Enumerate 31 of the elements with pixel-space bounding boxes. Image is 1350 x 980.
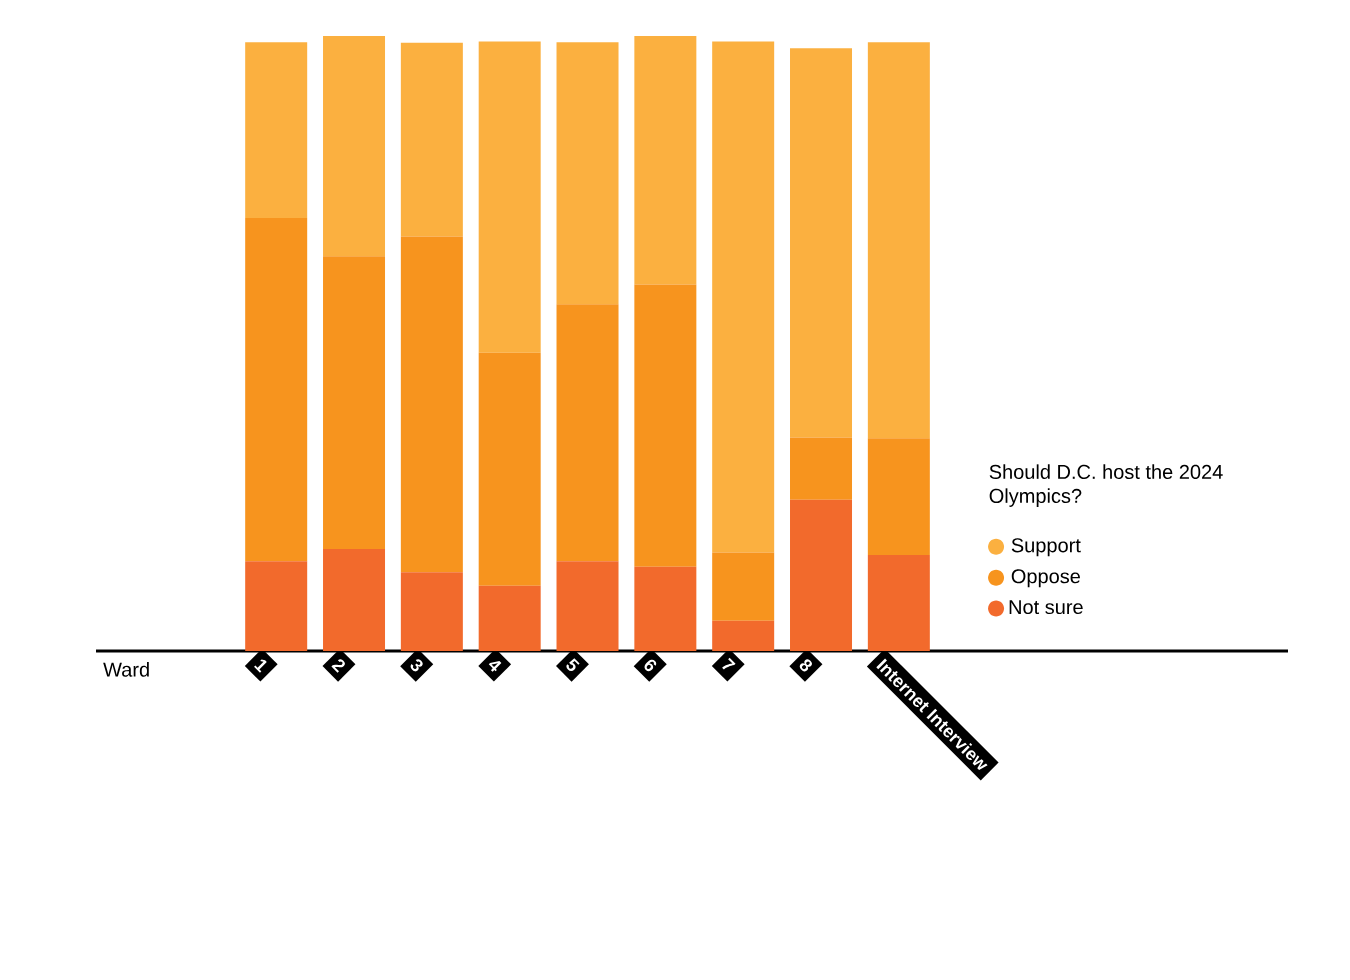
bar [634, 284, 697, 567]
x-tick-label: 2 [331, 659, 345, 673]
bar [790, 48, 853, 438]
legend-title: Should D.C. host the 2024 Olympics? [989, 464, 1223, 507]
bar [478, 352, 541, 586]
x-tick-label: 4 [488, 661, 502, 672]
x-tick-label: 7 [722, 657, 736, 670]
bar [867, 42, 930, 439]
bar [556, 304, 619, 562]
x-tick-label: 1 [254, 659, 267, 673]
bar [867, 438, 930, 556]
legend-label: Support [1011, 538, 1081, 557]
bar [712, 552, 775, 621]
bar [790, 437, 853, 500]
bar [556, 42, 619, 305]
bar [634, 35, 697, 285]
x-axis-title: Ward [103, 662, 149, 677]
x-tick-label: 8 [799, 659, 812, 672]
legend-label: Not sure [1009, 600, 1083, 615]
bar [712, 41, 775, 553]
x-tick-label: 5 [566, 658, 580, 672]
bar [323, 35, 386, 257]
bar [478, 41, 541, 353]
bar [400, 42, 463, 237]
bar [400, 236, 463, 573]
bar [323, 256, 386, 549]
legend-label: Oppose [1011, 569, 1080, 588]
bar [245, 218, 308, 562]
x-tick-label: 3 [410, 659, 423, 672]
x-tick-label: 6 [644, 659, 657, 672]
bar [245, 42, 308, 219]
